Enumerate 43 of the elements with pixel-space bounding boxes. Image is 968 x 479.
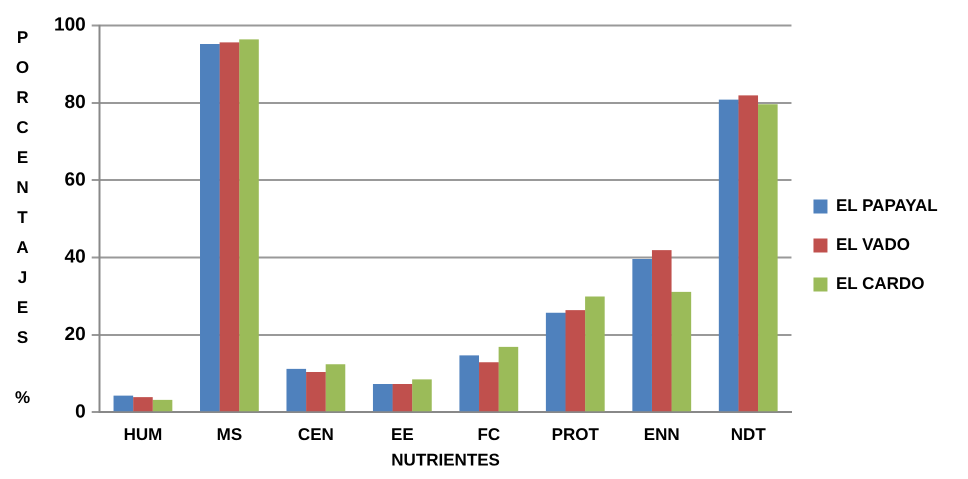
- y-tick-label: 60: [64, 169, 86, 190]
- x-tick-label: ENN: [644, 425, 680, 444]
- x-tick-label: HUM: [124, 425, 162, 444]
- y-tick-label: 80: [64, 92, 86, 113]
- x-tick-label: EE: [391, 425, 414, 444]
- bar: [546, 312, 566, 412]
- bar: [718, 100, 738, 412]
- bar: [412, 379, 432, 412]
- bar: [672, 292, 692, 412]
- bar: [220, 42, 240, 412]
- x-axis-title: NUTRIENTES: [391, 450, 500, 470]
- bar: [114, 396, 134, 412]
- bar: [286, 368, 306, 412]
- x-tick-label: PROT: [552, 425, 600, 444]
- bar: [372, 384, 393, 412]
- bar: [632, 259, 652, 412]
- y-tick-label: 0: [75, 401, 86, 422]
- x-tick-label: FC: [477, 425, 500, 444]
- bar: [758, 104, 778, 412]
- legend-label: EL PAPAYAL: [836, 196, 938, 216]
- bar: [306, 372, 326, 412]
- bar: [392, 384, 412, 412]
- bar: [459, 355, 480, 412]
- bar: [652, 250, 672, 412]
- y-tick-label: 40: [64, 246, 86, 268]
- legend-label: EL VADO: [836, 235, 910, 254]
- bar: [326, 364, 346, 412]
- x-tick-label: CEN: [298, 425, 334, 444]
- bar: [498, 346, 518, 412]
- bar: [200, 44, 220, 412]
- y-tick-label: 20: [64, 324, 86, 346]
- x-tick-label: NDT: [730, 425, 766, 444]
- bar: [585, 296, 605, 412]
- bar: [239, 39, 259, 412]
- bar: [479, 362, 499, 412]
- bar: [133, 397, 153, 412]
- bar: [565, 310, 586, 412]
- y-tick-label: 100: [54, 14, 86, 36]
- x-tick-label: MS: [216, 425, 242, 444]
- y-axis-title: PORCENTAJES %: [12, 28, 33, 418]
- bar: [738, 95, 758, 412]
- bar: [152, 400, 172, 412]
- legend-label: EL CARDO: [836, 274, 924, 294]
